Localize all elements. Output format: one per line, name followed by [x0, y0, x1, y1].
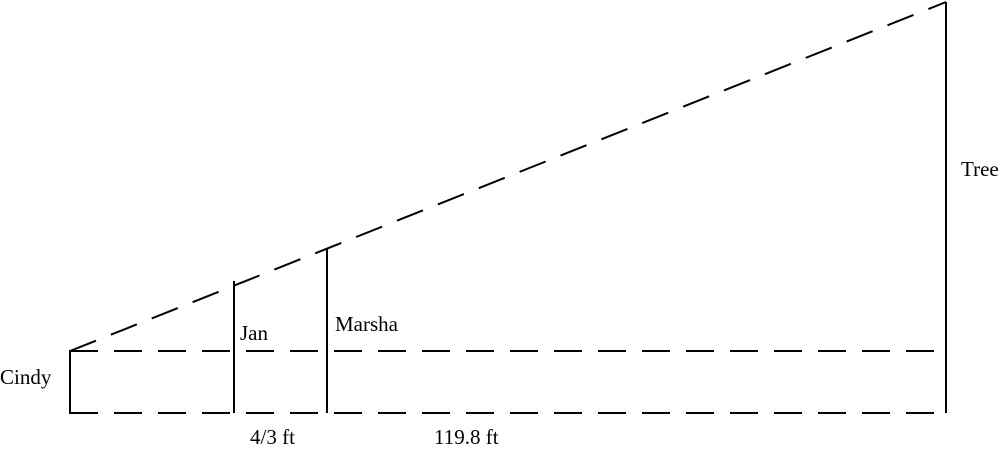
sight-line — [69, 1, 947, 352]
distance-marsha-tree-label: 119.8 ft — [434, 425, 499, 449]
distance-jan-marsha-label: 4/3 ft — [250, 425, 295, 449]
jan-label: Jan — [240, 321, 268, 345]
marsha-label: Marsha — [335, 312, 399, 336]
tree-label: Tree — [961, 157, 999, 181]
cindy-height-bracket — [69, 350, 79, 414]
cindy-label: Cindy — [0, 365, 52, 389]
